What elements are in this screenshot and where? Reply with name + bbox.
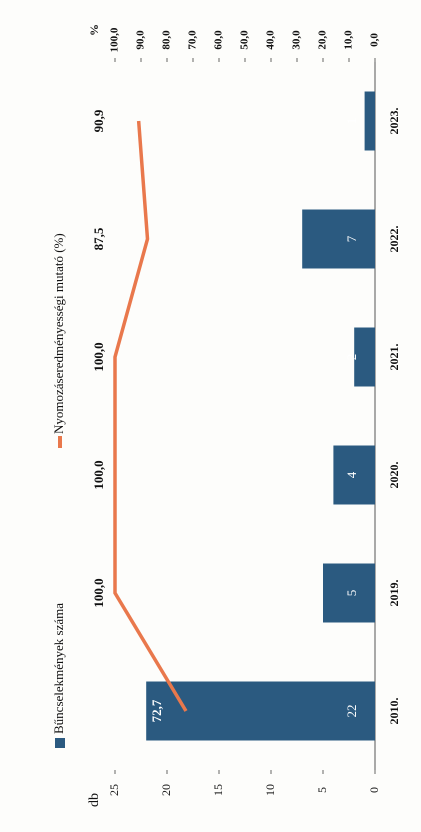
bar [302,209,376,269]
x-tick-label: 2019. [387,580,401,607]
y-tick-label: 20 [159,784,173,796]
y2-tick-label: 50,0 [239,30,251,50]
x-tick-label: 2021. [387,344,401,371]
bar-value-label: 2 [344,354,359,361]
y2-tick-label: 90,0 [135,30,147,50]
x-tick-label: 2022. [387,226,401,253]
bar-value-label: 1 [344,118,359,125]
legend-swatch [55,738,65,748]
legend-label: Nyomozáseredményességi mutató (%) [51,233,66,434]
y2-tick-label: 20,0 [317,30,329,50]
y2-tick-label: 80,0 [161,30,173,50]
y-tick-label: 5 [315,787,329,793]
line-value-label: 87,5 [91,227,106,250]
line-value-label: 90,9 [91,109,106,132]
y2-tick-label: 100,0 [109,27,121,52]
bar-value-label: 22 [344,705,359,718]
line [113,120,188,712]
x-tick-label: 2020. [387,462,401,489]
line-value-label: 100,0 [91,578,106,607]
bar-value-label: 5 [344,590,359,597]
y-tick-label: 25 [107,784,121,796]
y2-tick-label: 40,0 [265,30,277,50]
bar [354,327,376,387]
line-value-label: 100,0 [91,460,106,489]
bar [333,445,375,505]
y2-tick-label: 70,0 [187,30,199,50]
y-tick-label: 0 [367,787,381,793]
y2-tick-label: 0,0 [369,33,381,47]
bar [364,91,376,151]
x-tick-label: 2010. [387,698,401,725]
x-tick-label: 2023. [387,108,401,135]
bar-value-label: 4 [344,471,359,478]
legend-label: Bűncselekmények száma [51,603,66,734]
y-tick-label: 10 [263,784,277,796]
y2-axis-title: % [87,24,101,36]
rotated-chart: db%05101520250,010,020,030,040,050,060,0… [51,24,401,807]
y2-tick-label: 10,0 [343,30,355,50]
y2-tick-label: 60,0 [213,30,225,50]
bar [323,563,375,623]
y-tick-label: 15 [211,784,225,796]
bar [146,681,375,741]
line-value-label: 100,0 [91,342,106,371]
line-value-label: 72,7 [149,699,164,722]
y2-tick-label: 30,0 [291,30,303,50]
bar-value-label: 7 [344,235,359,242]
y-axis-title: db [87,793,102,807]
